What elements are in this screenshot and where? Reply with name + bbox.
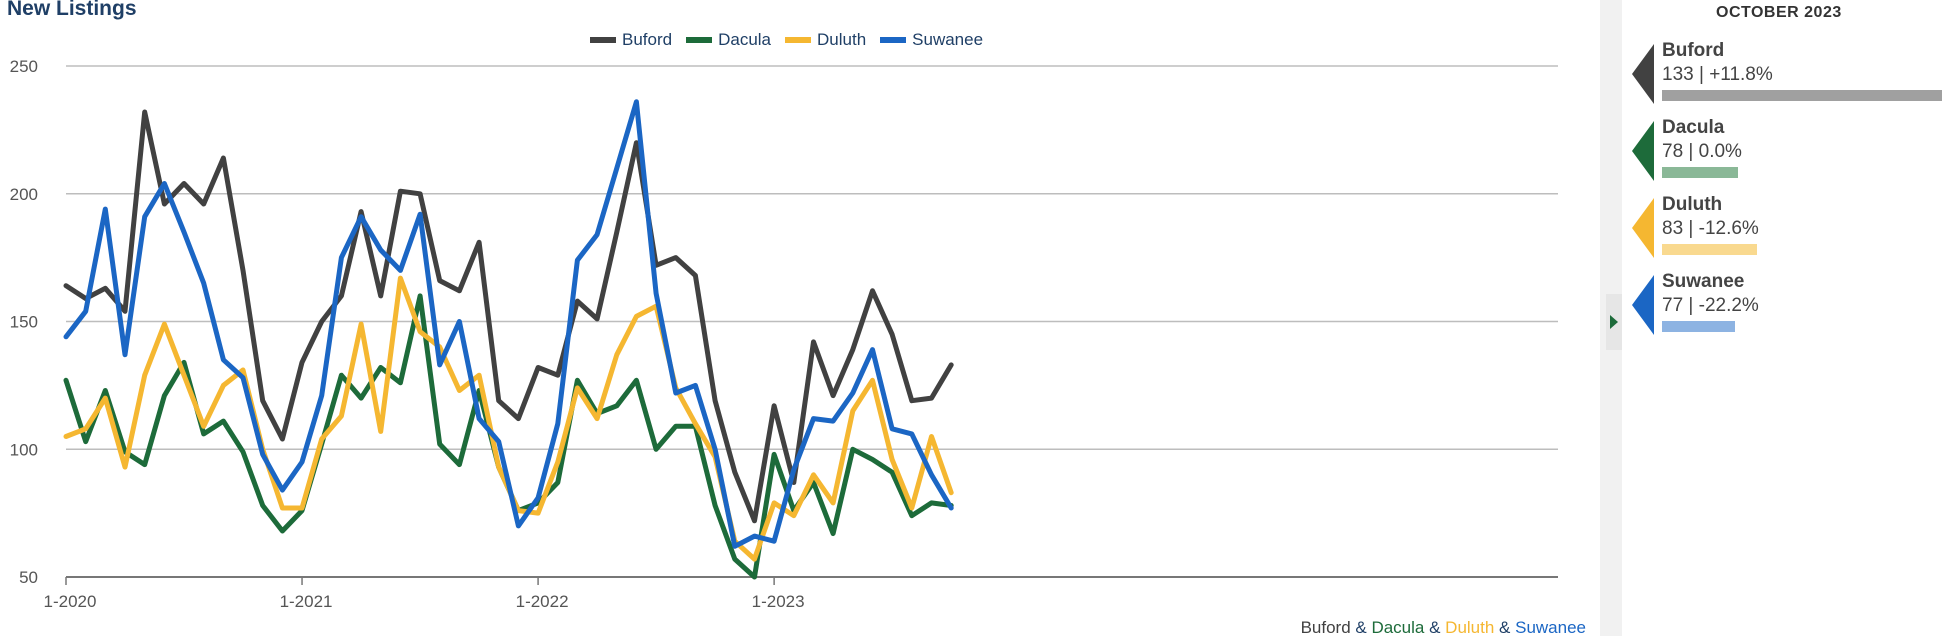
footer-separator: & <box>1350 618 1372 637</box>
legend-entry-suwanee[interactable]: Suwanee <box>880 30 983 50</box>
footer-name: Suwanee <box>1515 618 1586 637</box>
footer-separator: & <box>1424 618 1446 637</box>
y-tick-label: 150 <box>10 313 38 332</box>
panel-entry-buford: Buford 133 | +11.8% <box>1632 40 1952 110</box>
chart-title: New Listings <box>7 0 137 20</box>
legend-swatch <box>880 37 907 43</box>
footer-name: Buford <box>1300 618 1351 637</box>
legend-label: Duluth <box>817 30 867 49</box>
pointer-icon <box>1632 44 1654 104</box>
side-panel: OCTOBER 2023 Buford 133 | +11.8% Dacula 78 … <box>1622 0 1960 636</box>
x-tick-label: 1-2021 <box>280 592 333 611</box>
panel-title: OCTOBER 2023 <box>1716 4 1842 21</box>
legend-label: Suwanee <box>912 30 984 49</box>
panel-toggle-button[interactable] <box>1606 294 1622 350</box>
legend-swatch <box>785 37 812 43</box>
y-tick-label: 200 <box>10 185 38 204</box>
y-tick-label: 50 <box>19 568 38 587</box>
entry-name: Dacula <box>1662 117 1725 138</box>
legend-entry-dacula[interactable]: Dacula <box>686 30 771 50</box>
y-tick-label: 100 <box>10 440 38 459</box>
x-tick-label: 1-2020 <box>44 592 97 611</box>
entry-name: Buford <box>1662 40 1725 61</box>
pointer-icon <box>1632 275 1654 335</box>
entry-name: Suwanee <box>1662 271 1745 292</box>
line-chart: 50 100 150 200 250 1-2020 1-2021 1-2022 1-2023 <box>10 57 1558 611</box>
x-tick-label: 1-2023 <box>752 592 805 611</box>
series-line-dacula <box>63 293 954 580</box>
panel-entry-duluth: Duluth 83 | -12.6% <box>1632 194 1952 264</box>
panel-entry-dacula: Dacula 78 | 0.0% <box>1632 117 1952 187</box>
legend-label: Buford <box>622 30 673 49</box>
footer-name: Dacula <box>1371 618 1425 637</box>
legend-entry-duluth[interactable]: Duluth <box>785 30 866 50</box>
entry-bar <box>1662 321 1735 332</box>
entry-value: 77 | -22.2% <box>1662 295 1759 316</box>
legend-label: Dacula <box>718 30 772 49</box>
pointer-icon <box>1632 198 1654 258</box>
series-line-buford <box>63 109 954 524</box>
entry-value: 133 | +11.8% <box>1662 64 1773 85</box>
entry-value: 78 | 0.0% <box>1662 141 1742 162</box>
footer-separator: & <box>1494 618 1516 637</box>
chevron-right-icon <box>1610 315 1618 329</box>
pointer-icon <box>1632 121 1654 181</box>
entry-bar <box>1662 90 1942 101</box>
x-tick-label: 1-2022 <box>516 592 569 611</box>
series-line-suwanee <box>63 99 954 549</box>
entry-bar <box>1662 244 1758 255</box>
chart-footer: Buford & Dacula & Duluth & Suwanee <box>1301 618 1586 638</box>
entry-name: Duluth <box>1662 194 1723 215</box>
y-tick-label: 250 <box>10 57 38 76</box>
entry-value: 83 | -12.6% <box>1662 218 1759 239</box>
panel-entry-suwanee: Suwanee 77 | -22.2% <box>1632 271 1952 341</box>
chart-legend: Buford Dacula Duluth Suwanee <box>590 30 983 50</box>
entry-bar <box>1662 167 1738 178</box>
footer-name: Duluth <box>1445 618 1495 637</box>
legend-swatch <box>686 37 713 43</box>
legend-entry-buford[interactable]: Buford <box>590 30 672 50</box>
legend-swatch <box>590 37 616 43</box>
